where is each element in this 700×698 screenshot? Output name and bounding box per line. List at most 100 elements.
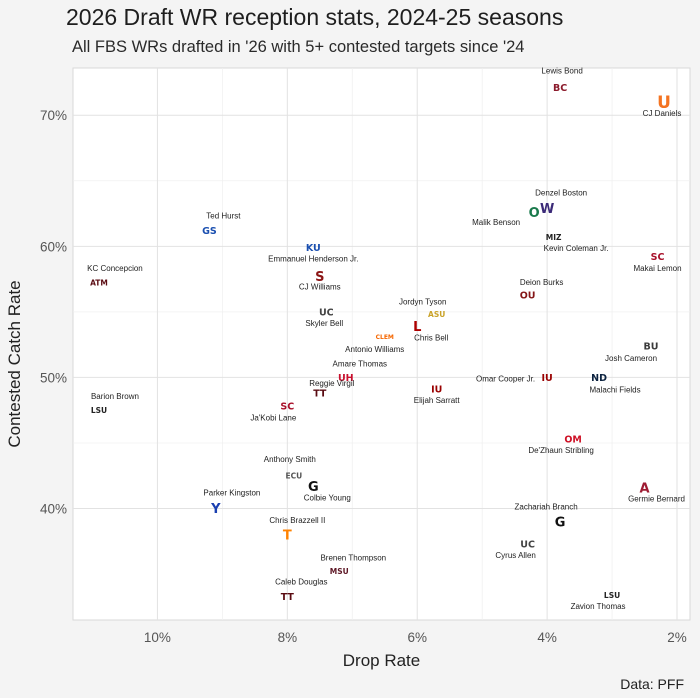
point-label: Kevin Coleman Jr. [544,244,609,253]
point-label: Cyrus Allen [495,551,535,560]
team-logo-icon: SC [651,252,665,263]
point-label: Malik Benson [472,218,520,227]
data-point-chris-brazzell-ii: T Chris Brazzell II [269,516,325,544]
y-tick-label: 60% [40,239,67,254]
data-point-brenen-thompson: MSU Brenen Thompson [320,553,386,576]
x-tick-label: 8% [278,630,298,645]
point-label: Zavion Thomas [571,602,626,611]
team-logo-icon: OU [520,290,536,301]
point-label: Skyler Bell [305,319,343,328]
point-label: Caleb Douglas [275,577,327,586]
data-point-kc-concepcion: ATM KC Concepcion [87,264,143,288]
team-logo-icon: G [555,515,566,530]
point-label: Colbie Young [304,493,351,502]
data-point-parker-kingston: Y Parker Kingston [203,489,260,518]
data-point-cj-daniels: UCJ Daniels [643,93,682,118]
data-point-cj-williams: SCJ Williams [299,270,341,291]
team-logo-icon: UH [338,373,354,384]
point-label: Chris Brazzell II [269,516,325,525]
team-logo-icon: MIZ [546,233,562,242]
data-point-omar-cooper-jr: IU Omar Cooper Jr. [476,373,553,384]
team-logo-icon: UC [319,307,334,318]
point-label: Chris Bell [414,333,448,342]
point-label: Parker Kingston [203,489,260,498]
point-label: Zachariah Branch [515,503,578,512]
point-label: Denzel Boston [535,188,587,197]
team-logo-icon: IU [431,385,442,396]
chart-title: 2026 Draft WR reception stats, 2024-25 s… [66,4,564,30]
data-point-anthony-smith: ECU Anthony Smith [264,455,316,481]
team-logo-icon: UC [520,539,535,550]
y-tick-label: 40% [40,502,67,517]
point-label: Barion Brown [91,392,139,401]
y-axis-title: Contested Catch Rate [5,280,24,447]
point-label: De'Zhaun Stribling [528,446,594,455]
team-logo-icon: S [315,270,324,285]
point-label: Lewis Bond [541,67,582,76]
point-label: CJ Williams [299,282,341,291]
team-logo-icon: LSU [604,591,620,600]
chart-subtitle: All FBS WRs drafted in '26 with 5+ conte… [72,38,525,56]
point-label: Makai Lemon [634,264,682,273]
point-label: Josh Cameron [605,354,657,363]
team-logo-icon: ATM [90,279,108,288]
team-logo-icon: LSU [91,406,107,415]
y-tick-label: 70% [40,108,67,123]
data-point-lewis-bond: BC Lewis Bond [541,67,582,94]
data-point-kevin-coleman-jr: MIZ Kevin Coleman Jr. [544,233,609,253]
point-label: Germie Bernard [628,495,685,504]
point-label: Amare Thomas [333,359,388,368]
team-logo-icon: KU [306,243,321,254]
team-logo-icon: L [413,320,421,335]
team-logo-icon: A [640,481,650,496]
grid-major [73,68,690,620]
team-logo-icon: U [657,93,671,113]
team-logo-icon: G [308,480,319,495]
team-logo-icon: BU [644,341,659,352]
y-tick-label: 50% [40,370,67,385]
data-point-ted-hurst: GS Ted Hurst [202,212,241,237]
y-axis-ticks: 40% 50% 60% 70% [40,108,67,516]
point-label: KC Concepcion [87,264,143,273]
plot-area [72,67,691,621]
data-point-zavion-thomas: LSU Zavion Thomas [571,591,626,611]
team-logo-icon: CLEM [376,334,394,341]
team-logo-icon: W [540,202,554,217]
team-logo-icon: SC [280,402,294,413]
point-label: Reggie Virgil [309,379,354,388]
team-logo-icon: ND [591,373,607,384]
data-point-antonio-williams: CLEM Antonio Williams [345,334,404,354]
point-label: CJ Daniels [643,109,682,118]
team-logo-icon: Y [210,502,221,517]
x-tick-label: 10% [144,630,171,645]
data-point-jordyn-tyson: ASU Jordyn Tyson [399,297,446,319]
data-point-malik-benson: O Malik Benson [472,206,540,227]
x-tick-label: 2% [667,630,687,645]
data-point-josh-cameron: BU Josh Cameron [605,341,659,363]
data-point-caleb-douglas: TT Caleb Douglas [275,577,327,602]
point-label: Brenen Thompson [320,553,386,562]
point-label: Elijah Sarratt [414,396,461,405]
x-tick-label: 6% [407,630,427,645]
data-point-denzel-boston: W Denzel Boston [535,188,587,217]
point-label: Deion Burks [520,278,564,287]
data-source-caption: Data: PFF [620,676,684,692]
team-logo-icon: BC [553,83,567,94]
team-logo-icon: T [283,528,292,543]
data-point-deion-burks: OU Deion Burks [520,278,564,301]
point-label: Omar Cooper Jr. [476,374,535,383]
team-logo-icon: MSU [330,567,349,576]
